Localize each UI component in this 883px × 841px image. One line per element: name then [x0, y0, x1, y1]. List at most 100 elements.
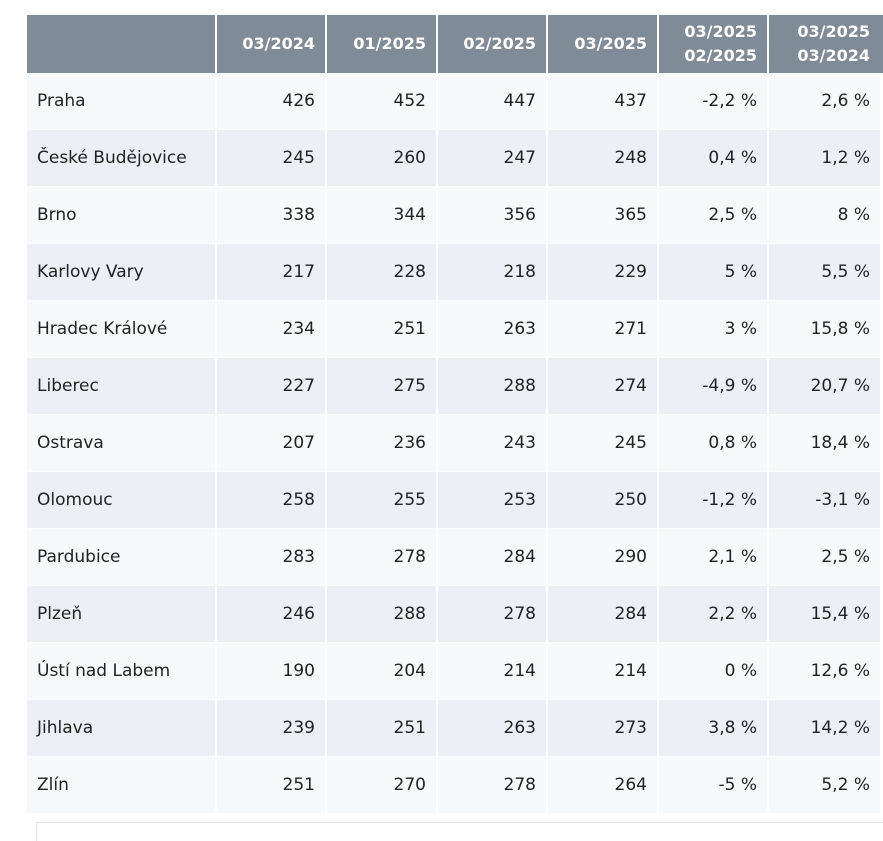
- table-cell: 274: [548, 358, 659, 415]
- table-cell: 190: [217, 643, 327, 700]
- row-label: Olomouc: [27, 472, 217, 529]
- table-cell: 2,5 %: [769, 529, 883, 586]
- table-cell: 253: [438, 472, 548, 529]
- table-cell: 344: [327, 187, 438, 244]
- table-cell: 2,1 %: [659, 529, 769, 586]
- table-row: Olomouc 258 255 253 250 -1,2 % -3,1 %: [27, 472, 883, 529]
- table-cell: 275: [327, 358, 438, 415]
- table-cell: 258: [217, 472, 327, 529]
- table-cell: 437: [548, 73, 659, 130]
- table-cell: 0,8 %: [659, 415, 769, 472]
- table-row: Zlín 251 270 278 264 -5 % 5,2 %: [27, 757, 883, 814]
- header-cell-6: 03/2025 03/2024: [769, 15, 883, 73]
- table-cell: -4,9 %: [659, 358, 769, 415]
- table-cell: 214: [548, 643, 659, 700]
- table-cell: 447: [438, 73, 548, 130]
- row-label: Brno: [27, 187, 217, 244]
- table-cell: -5 %: [659, 757, 769, 814]
- table-cell: 270: [327, 757, 438, 814]
- table-row: Jihlava 239 251 263 273 3,8 % 14,2 %: [27, 700, 883, 757]
- table-cell: 239: [217, 700, 327, 757]
- header-cell-2: 01/2025: [327, 15, 438, 73]
- table-cell: 288: [327, 586, 438, 643]
- table-cell: 452: [327, 73, 438, 130]
- table-cell: 251: [217, 757, 327, 814]
- header-label: 02/2025: [684, 46, 757, 65]
- table-cell: 245: [217, 130, 327, 187]
- table-row: Karlovy Vary 217 228 218 229 5 % 5,5 %: [27, 244, 883, 301]
- table-cell: 218: [438, 244, 548, 301]
- table-cell: 234: [217, 301, 327, 358]
- row-label: České Budějovice: [27, 130, 217, 187]
- header-label: 01/2025: [353, 34, 426, 53]
- table-cell: 338: [217, 187, 327, 244]
- header-cell-3: 02/2025: [438, 15, 548, 73]
- table-cell: 250: [548, 472, 659, 529]
- row-label: Plzeň: [27, 586, 217, 643]
- table-cell: 236: [327, 415, 438, 472]
- table-cell: 2,2 %: [659, 586, 769, 643]
- table-cell: 356: [438, 187, 548, 244]
- table-cell: 204: [327, 643, 438, 700]
- table-cell: 15,4 %: [769, 586, 883, 643]
- row-label: Jihlava: [27, 700, 217, 757]
- table-cell: 246: [217, 586, 327, 643]
- table-cell: 288: [438, 358, 548, 415]
- table-cell: 245: [548, 415, 659, 472]
- table-cell: 263: [438, 301, 548, 358]
- table-cell: 5,2 %: [769, 757, 883, 814]
- header-row: 03/2024 01/2025 02/2025 03/2025 03/2025 02/20…: [27, 15, 883, 73]
- row-label: Ústí nad Labem: [27, 643, 217, 700]
- table-cell: 255: [327, 472, 438, 529]
- header-cell-1: 03/2024: [217, 15, 327, 73]
- table-cell: 278: [327, 529, 438, 586]
- table-cell: 278: [438, 757, 548, 814]
- table-cell: -3,1 %: [769, 472, 883, 529]
- table-cell: 247: [438, 130, 548, 187]
- table-cell: 3 %: [659, 301, 769, 358]
- table-cell: 207: [217, 415, 327, 472]
- table-cell: 251: [327, 700, 438, 757]
- header-cell-region: [27, 15, 217, 73]
- table-cell: -2,2 %: [659, 73, 769, 130]
- table-cell: 12,6 %: [769, 643, 883, 700]
- table-header: 03/2024 01/2025 02/2025 03/2025 03/2025 02/20…: [27, 15, 883, 73]
- table-row: Brno 338 344 356 365 2,5 % 8 %: [27, 187, 883, 244]
- table-cell: 229: [548, 244, 659, 301]
- table-cell: 5,5 %: [769, 244, 883, 301]
- table-cell: 8 %: [769, 187, 883, 244]
- table-container: 03/2024 01/2025 02/2025 03/2025 03/2025 02/20…: [27, 15, 883, 814]
- table-cell: 278: [438, 586, 548, 643]
- table-cell: 18,4 %: [769, 415, 883, 472]
- table-cell: 0 %: [659, 643, 769, 700]
- table-cell: 3,8 %: [659, 700, 769, 757]
- table-cell: 2,5 %: [659, 187, 769, 244]
- table-cell: 5 %: [659, 244, 769, 301]
- table-cell: 243: [438, 415, 548, 472]
- row-label: Zlín: [27, 757, 217, 814]
- table-body: Praha 426 452 447 437 -2,2 % 2,6 % České Budějo…: [27, 73, 883, 814]
- header-label: 03/2025: [797, 22, 870, 41]
- data-table: 03/2024 01/2025 02/2025 03/2025 03/2025 02/20…: [27, 15, 883, 814]
- table-cell: 283: [217, 529, 327, 586]
- table-footer-box: [36, 822, 883, 841]
- table-cell: 263: [438, 700, 548, 757]
- table-cell: 217: [217, 244, 327, 301]
- table-row: Plzeň 246 288 278 284 2,2 % 15,4 %: [27, 586, 883, 643]
- table-cell: 290: [548, 529, 659, 586]
- table-cell: 264: [548, 757, 659, 814]
- header-label: 03/2024: [797, 46, 870, 65]
- row-label: Praha: [27, 73, 217, 130]
- table-cell: 260: [327, 130, 438, 187]
- table-row: Pardubice 283 278 284 290 2,1 % 2,5 %: [27, 529, 883, 586]
- table-cell: 365: [548, 187, 659, 244]
- table-cell: -1,2 %: [659, 472, 769, 529]
- row-label: Karlovy Vary: [27, 244, 217, 301]
- table-cell: 0,4 %: [659, 130, 769, 187]
- table-cell: 426: [217, 73, 327, 130]
- table-cell: 284: [548, 586, 659, 643]
- table-cell: 2,6 %: [769, 73, 883, 130]
- table-row: Ostrava 207 236 243 245 0,8 % 18,4 %: [27, 415, 883, 472]
- table-cell: 251: [327, 301, 438, 358]
- table-cell: 1,2 %: [769, 130, 883, 187]
